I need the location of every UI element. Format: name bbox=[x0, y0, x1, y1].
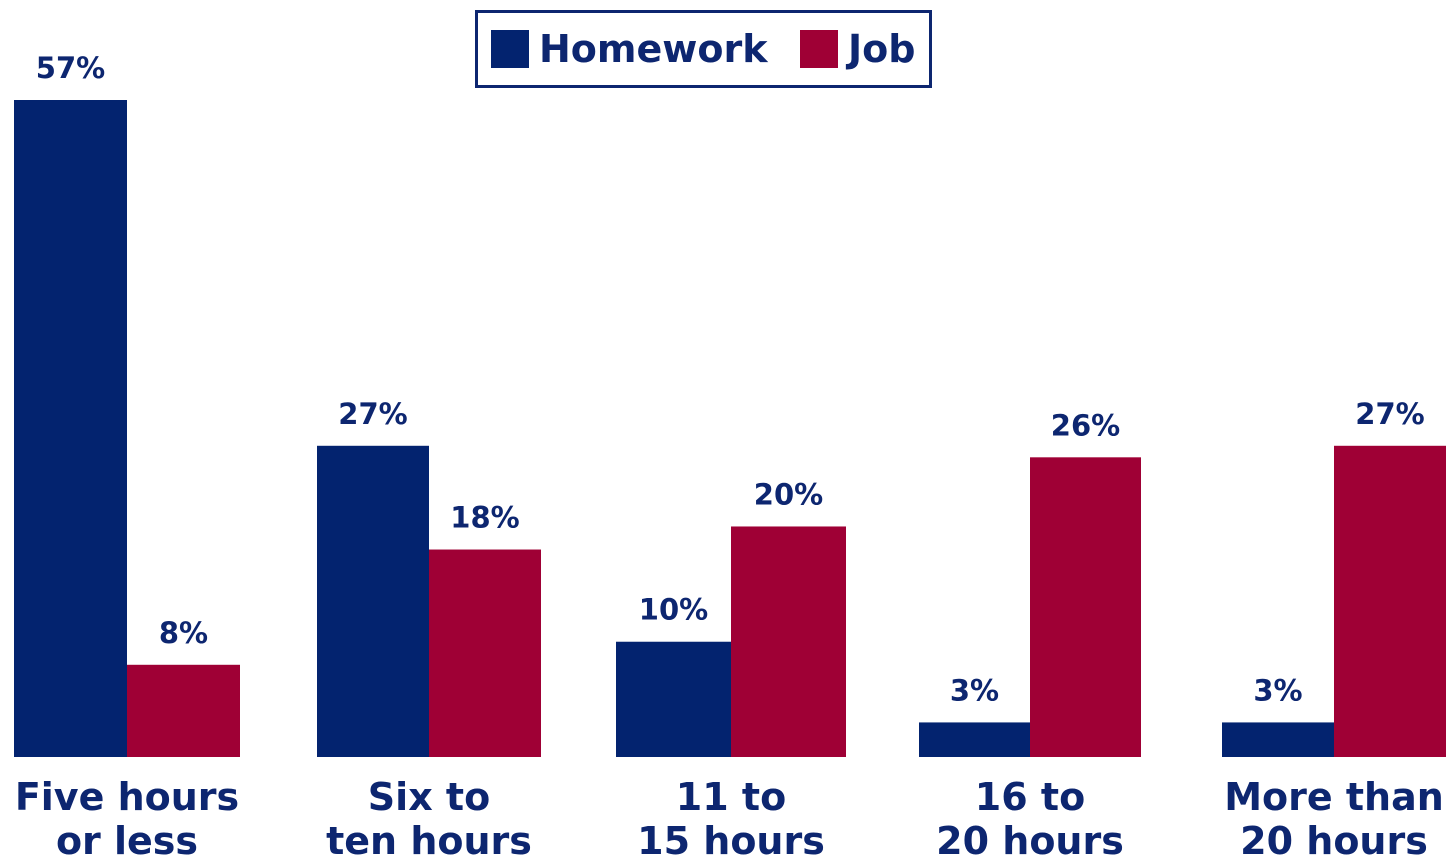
data-label-job-16-to-20-hours: 26% bbox=[1051, 408, 1120, 442]
legend: Homework Job bbox=[475, 10, 932, 88]
data-label-job-more-than-20-hours: 27% bbox=[1355, 397, 1424, 431]
category-label-16-to-20-hours: 16 to 20 hours bbox=[936, 775, 1124, 858]
bar-job-more-than-20-hours bbox=[1334, 445, 1446, 757]
category-label-five-hours-or-less: Five hours or less bbox=[15, 775, 239, 858]
category-label-line: 11 to bbox=[676, 775, 786, 819]
category-label-line: or less bbox=[56, 819, 198, 858]
bar-homework-five-hours-or-less bbox=[14, 100, 127, 757]
data-label-homework-more-than-20-hours: 3% bbox=[1253, 673, 1302, 707]
bar-homework-more-than-20-hours bbox=[1222, 722, 1334, 757]
data-label-job-11-to-15-hours: 20% bbox=[754, 477, 823, 511]
data-label-homework-five-hours-or-less: 57% bbox=[36, 51, 105, 85]
legend-label-homework: Homework bbox=[539, 27, 768, 71]
data-label-job-six-to-ten-hours: 18% bbox=[450, 501, 519, 535]
legend-item-homework: Homework bbox=[491, 13, 768, 85]
category-label-six-to-ten-hours: Six to ten hours bbox=[326, 775, 532, 858]
legend-label-job: Job bbox=[848, 27, 916, 71]
bar-job-six-to-ten-hours bbox=[429, 549, 541, 757]
data-label-homework-six-to-ten-hours: 27% bbox=[338, 397, 407, 431]
category-label-line: ten hours bbox=[326, 819, 532, 858]
category-label-line: 20 hours bbox=[936, 819, 1124, 858]
bar-homework-11-to-15-hours bbox=[616, 641, 731, 757]
category-label-line: 16 to bbox=[975, 775, 1085, 819]
legend-swatch-homework bbox=[491, 30, 529, 68]
legend-swatch-job bbox=[800, 30, 838, 68]
legend-item-job: Job bbox=[800, 13, 915, 85]
data-label-homework-16-to-20-hours: 3% bbox=[950, 673, 999, 707]
data-label-job-five-hours-or-less: 8% bbox=[159, 616, 208, 650]
bar-job-16-to-20-hours bbox=[1030, 457, 1141, 757]
category-label-line: Six to bbox=[368, 775, 490, 819]
category-label-line: 15 hours bbox=[637, 819, 825, 858]
data-label-homework-11-to-15-hours: 10% bbox=[639, 593, 708, 627]
bar-job-five-hours-or-less bbox=[127, 664, 240, 757]
category-label-line: 20 hours bbox=[1240, 819, 1428, 858]
bar-homework-six-to-ten-hours bbox=[317, 445, 429, 757]
bar-job-11-to-15-hours bbox=[731, 526, 846, 757]
category-label-line: More than bbox=[1224, 775, 1444, 819]
category-label-more-than-20-hours: More than 20 hours bbox=[1224, 775, 1444, 858]
bar-homework-16-to-20-hours bbox=[919, 722, 1030, 757]
category-label-line: Five hours bbox=[15, 775, 239, 819]
category-label-11-to-15-hours: 11 to 15 hours bbox=[637, 775, 825, 858]
